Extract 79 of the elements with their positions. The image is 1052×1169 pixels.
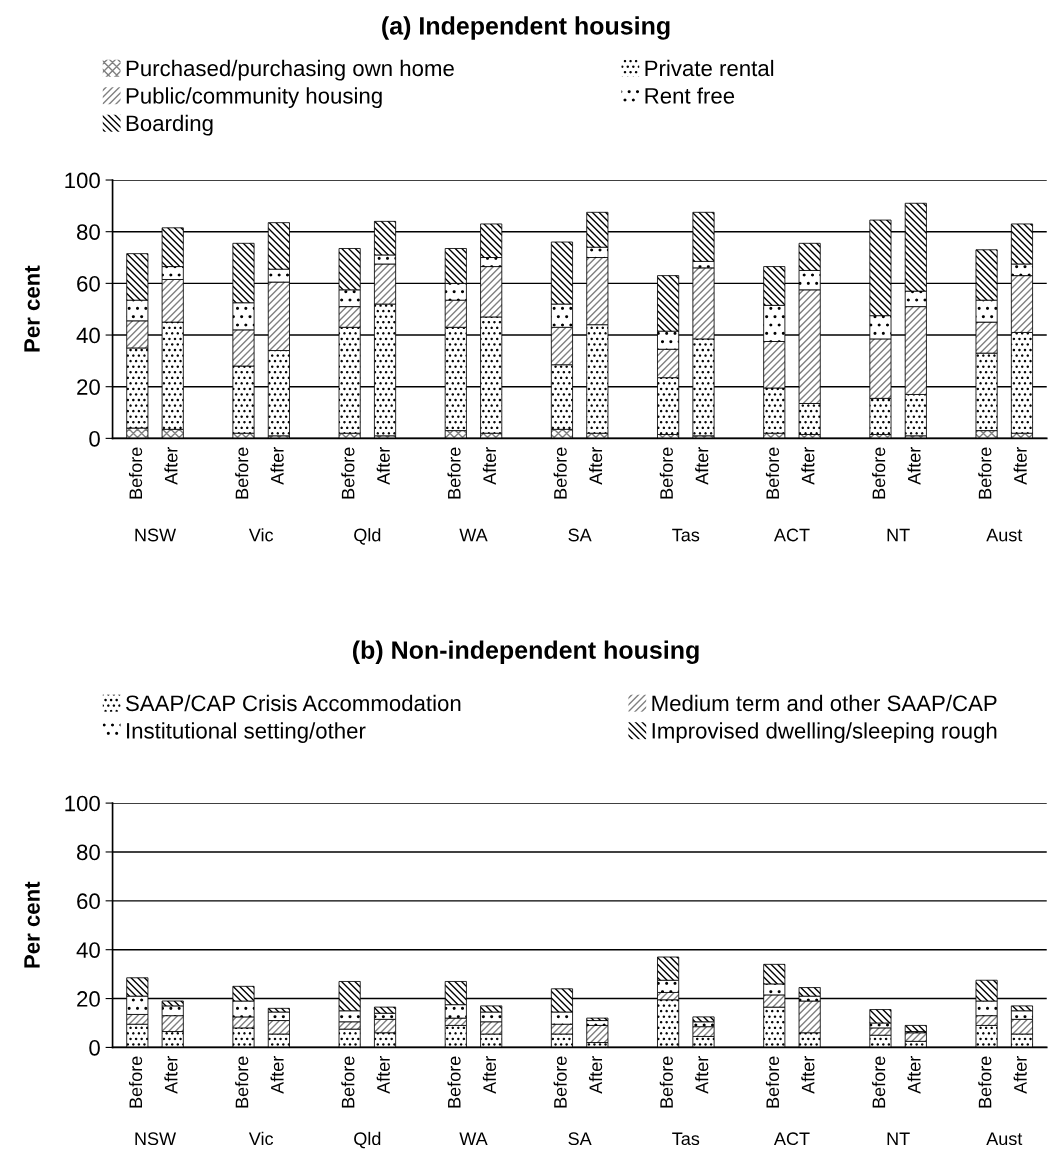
legend-label: Boarding (126, 114, 213, 136)
text: Qld (354, 528, 381, 545)
text: WA (459, 528, 488, 542)
text: Qld (354, 1131, 381, 1149)
legend-label: Improvised dwelling/sleeping rough (652, 722, 997, 744)
y-tick-label: 60 (77, 893, 100, 910)
text: NT (887, 528, 910, 542)
x-tick-label: After (588, 447, 603, 485)
legend-label: Public/community housing (126, 87, 382, 109)
x-tick-label: After (1013, 447, 1027, 485)
text: SA (568, 528, 592, 542)
x-tick-label: Before (659, 447, 673, 499)
legend-label: Private rental (645, 59, 774, 77)
chart-title: (b) Non-independent housing (352, 640, 699, 665)
x-tick-label: After (164, 447, 178, 485)
y-tick-label: 80 (77, 224, 100, 240)
y-tick-label: 80 (77, 844, 100, 861)
text: SA (568, 1132, 592, 1146)
x-tick-label: Before (235, 447, 249, 499)
x-tick-label: Before (659, 1056, 673, 1108)
legend-label: Medium term and other SAAP/CAP (652, 694, 997, 712)
y-axis-title: Per cent (24, 265, 40, 352)
text: Vic (248, 1131, 274, 1146)
x-tick-label: Before (872, 447, 886, 499)
legend-label: Purchased/purchasing own home (126, 59, 454, 81)
x-tick-label: Before (128, 1056, 143, 1108)
x-tick-label: After (907, 1056, 921, 1094)
y-tick-label: 60 (77, 275, 100, 292)
x-tick-label: After (907, 447, 921, 485)
y-tick-label: 0 (89, 1039, 100, 1056)
x-tick-label: After (695, 447, 709, 485)
x-tick-label: After (376, 447, 390, 485)
y-tick-label: 0 (89, 430, 100, 447)
y-tick-label: 40 (76, 327, 100, 344)
text: ACT (773, 528, 810, 542)
x-tick-label: Before (341, 1056, 355, 1108)
chart-title: (a) Independent housing (382, 16, 670, 40)
text: Tas (672, 1132, 700, 1146)
x-tick-label: Before (128, 447, 143, 499)
text: NSW (135, 528, 177, 542)
x-tick-label: Before (978, 1056, 992, 1108)
y-tick-label: 100 (65, 795, 100, 812)
x-tick-label: After (270, 1056, 284, 1094)
text: WA (459, 1132, 488, 1145)
text: NSW (135, 1132, 177, 1146)
y-tick-label: 20 (77, 379, 100, 395)
x-tick-label: After (376, 1056, 390, 1094)
x-tick-label: After (801, 447, 815, 485)
text: Aust (986, 528, 1023, 542)
y-tick-label: 100 (65, 172, 100, 189)
x-tick-label: Before (765, 1056, 780, 1108)
text: Aust (986, 1132, 1023, 1146)
x-tick-label: Before (872, 1056, 886, 1108)
text: NT (887, 1132, 910, 1145)
x-tick-label: After (164, 1056, 178, 1094)
x-tick-label: Before (235, 1056, 249, 1108)
x-tick-label: Before (978, 447, 992, 499)
x-tick-label: After (588, 1056, 603, 1094)
x-tick-label: Before (765, 447, 780, 499)
text: Vic (248, 528, 274, 542)
text: ACT (773, 1132, 810, 1146)
x-tick-label: After (482, 1056, 497, 1094)
x-tick-label: After (695, 1056, 709, 1094)
y-axis-title: Per cent (24, 881, 40, 968)
y-tick-label: 40 (76, 942, 100, 958)
x-tick-label: After (801, 1056, 815, 1094)
x-tick-label: Before (447, 1056, 461, 1108)
legend-label: SAAP/CAP Crisis Accommodation (126, 694, 461, 712)
x-tick-label: After (482, 447, 497, 485)
x-tick-label: Before (341, 447, 355, 499)
x-tick-label: After (1013, 1056, 1027, 1094)
text: Tas (672, 528, 700, 542)
x-tick-label: After (270, 447, 284, 485)
x-tick-label: Before (447, 447, 461, 499)
x-tick-label: Before (553, 447, 567, 499)
x-tick-label: Before (553, 1056, 567, 1108)
legend-label: Institutional setting/other (127, 722, 366, 744)
y-tick-label: 20 (77, 991, 100, 1007)
legend-label: Rent free (645, 87, 735, 104)
